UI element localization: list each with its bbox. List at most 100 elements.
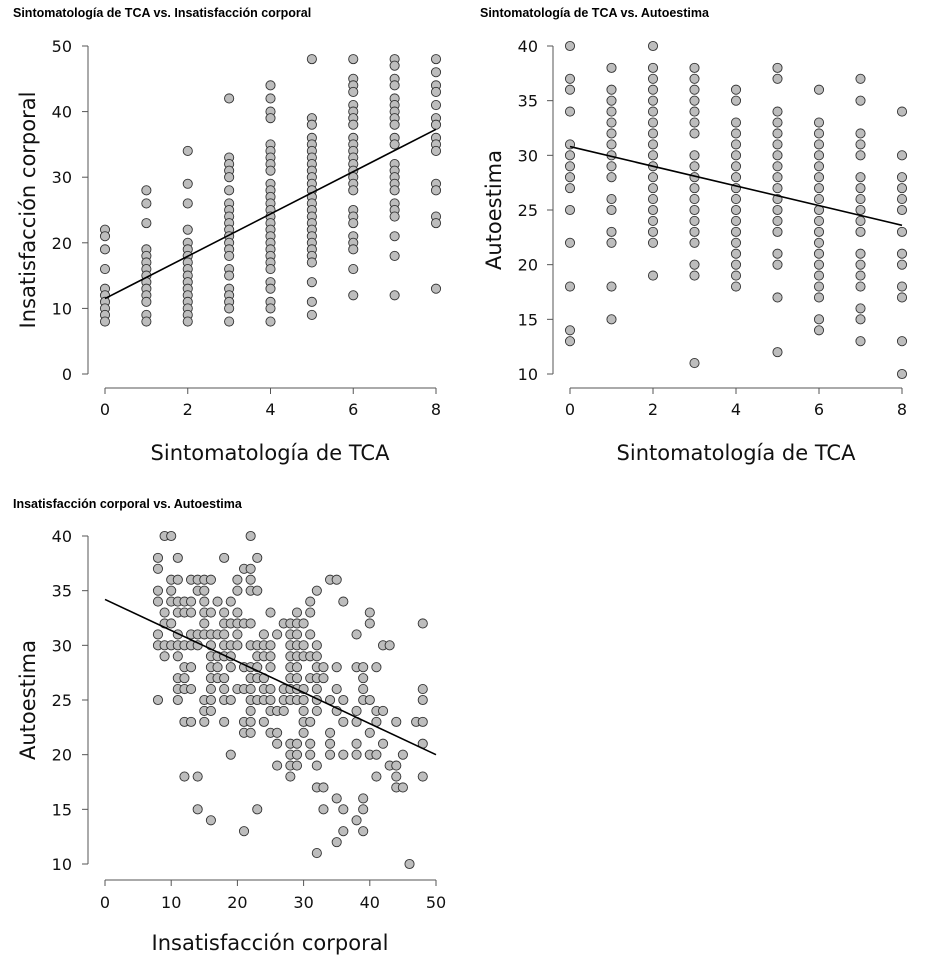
data-point bbox=[689, 84, 700, 95]
data-point bbox=[606, 84, 617, 95]
data-point bbox=[430, 218, 442, 229]
data-point bbox=[182, 178, 193, 189]
data-point bbox=[331, 837, 342, 848]
data-point bbox=[391, 771, 402, 782]
data-point bbox=[272, 629, 283, 640]
data-point bbox=[348, 54, 359, 65]
data-point bbox=[896, 248, 908, 259]
data-point bbox=[298, 705, 309, 716]
data-point bbox=[331, 662, 342, 673]
data-point bbox=[186, 607, 197, 618]
y-tick-label: 30 bbox=[518, 146, 538, 165]
data-point bbox=[813, 248, 825, 259]
data-point bbox=[689, 73, 700, 84]
data-point bbox=[348, 218, 359, 229]
data-point bbox=[417, 771, 428, 782]
data-point bbox=[338, 596, 349, 607]
data-point bbox=[647, 183, 659, 194]
data-point bbox=[232, 585, 243, 596]
data-point bbox=[205, 815, 216, 826]
y-tick-label: 30 bbox=[52, 168, 72, 187]
data-point bbox=[311, 705, 322, 716]
data-point bbox=[219, 552, 230, 563]
data-point bbox=[318, 804, 329, 815]
x-tick-label: 10 bbox=[161, 893, 181, 912]
data-point bbox=[772, 117, 783, 128]
data-point bbox=[855, 248, 866, 259]
y-tick-label: 10 bbox=[52, 299, 72, 318]
data-point bbox=[689, 106, 700, 117]
chart-3-ylabel: Autoestima bbox=[16, 640, 40, 760]
data-point bbox=[245, 705, 256, 716]
data-point bbox=[351, 738, 362, 749]
data-point bbox=[232, 574, 243, 585]
data-point bbox=[730, 172, 742, 183]
data-point bbox=[245, 574, 256, 585]
data-point bbox=[272, 738, 283, 749]
y-tick-label: 20 bbox=[52, 234, 72, 253]
data-point bbox=[730, 150, 742, 161]
data-point bbox=[265, 316, 276, 327]
data-point bbox=[199, 596, 210, 607]
data-point bbox=[772, 215, 783, 226]
data-point bbox=[331, 574, 342, 585]
data-point bbox=[404, 858, 415, 870]
x-tick-label: 4 bbox=[265, 400, 275, 419]
data-point bbox=[730, 117, 742, 128]
data-point bbox=[689, 183, 700, 194]
chart-2: Sintomatología de TCA vs. Autoestima Sin… bbox=[480, 6, 907, 465]
data-point bbox=[564, 161, 576, 172]
data-point bbox=[245, 716, 256, 727]
x-tick-label: 30 bbox=[293, 893, 313, 912]
data-point bbox=[348, 263, 359, 275]
data-point bbox=[182, 145, 193, 157]
y-tick-label: 50 bbox=[52, 37, 72, 56]
data-point bbox=[152, 585, 164, 596]
data-point bbox=[391, 760, 402, 771]
data-point bbox=[311, 760, 322, 771]
data-point bbox=[371, 662, 382, 673]
data-point bbox=[291, 749, 303, 760]
data-point bbox=[306, 296, 317, 307]
data-point bbox=[278, 705, 289, 716]
data-point bbox=[265, 694, 276, 706]
regression-line bbox=[104, 128, 437, 300]
data-point bbox=[430, 67, 442, 78]
data-point bbox=[606, 194, 617, 205]
data-point bbox=[647, 95, 659, 106]
data-point bbox=[647, 172, 659, 183]
data-point bbox=[245, 618, 256, 629]
data-point bbox=[265, 303, 276, 314]
y-tick-label: 15 bbox=[52, 800, 72, 819]
data-point bbox=[813, 314, 825, 325]
data-point bbox=[689, 237, 700, 248]
data-point bbox=[358, 684, 369, 695]
data-point bbox=[311, 684, 322, 695]
data-point bbox=[813, 292, 825, 303]
data-point bbox=[564, 336, 576, 347]
data-point bbox=[896, 368, 908, 380]
data-point bbox=[186, 596, 197, 607]
data-point bbox=[772, 259, 783, 270]
data-point bbox=[855, 336, 866, 347]
data-point bbox=[730, 194, 742, 205]
data-point bbox=[647, 62, 659, 73]
data-point bbox=[772, 183, 783, 194]
data-point bbox=[430, 54, 442, 65]
data-point bbox=[285, 771, 296, 782]
data-point bbox=[205, 574, 216, 585]
data-point bbox=[647, 150, 659, 161]
data-point bbox=[397, 749, 408, 760]
data-point bbox=[192, 771, 203, 782]
data-point bbox=[348, 244, 359, 255]
data-point bbox=[252, 552, 263, 563]
data-point bbox=[430, 119, 442, 130]
data-point bbox=[813, 84, 825, 95]
data-point bbox=[564, 73, 576, 84]
data-point bbox=[389, 231, 400, 242]
data-point bbox=[389, 211, 400, 222]
data-point bbox=[606, 226, 617, 237]
data-point bbox=[219, 716, 230, 727]
data-point bbox=[417, 716, 428, 727]
data-point bbox=[179, 673, 190, 684]
